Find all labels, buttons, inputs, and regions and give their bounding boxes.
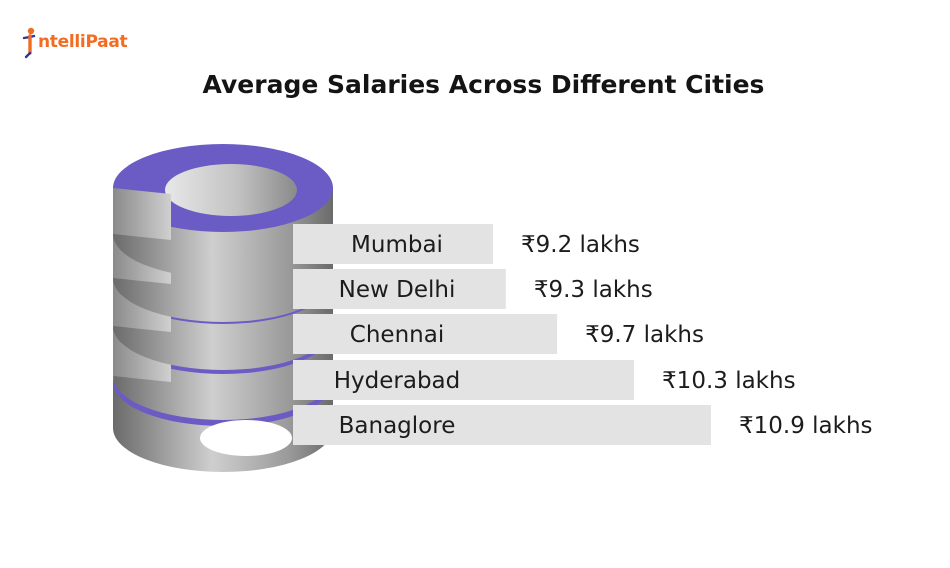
stacked-ring-graphic bbox=[113, 144, 333, 472]
bar bbox=[293, 360, 635, 400]
bar-value-label: ₹9.7 lakhs bbox=[585, 322, 704, 348]
bar-category-label: Hyderabad bbox=[334, 368, 461, 394]
brand-logo: ntelliPaat bbox=[22, 24, 128, 60]
bar-category-label: Banaglore bbox=[339, 413, 456, 439]
bar-category-label: Mumbai bbox=[351, 232, 443, 258]
bar-value-label: ₹9.2 lakhs bbox=[521, 232, 640, 258]
bar bbox=[293, 224, 493, 264]
bar-group: Mumbai ₹9.2 lakhs New Delhi ₹9.3 lakhs Chenn… bbox=[293, 224, 873, 445]
logo-figure-icon bbox=[22, 27, 36, 59]
ring-cut-face bbox=[113, 188, 171, 240]
bar bbox=[293, 269, 506, 309]
logo-wordmark: ntelliPaat bbox=[38, 31, 128, 52]
bar-value-label: ₹10.9 lakhs bbox=[739, 413, 873, 439]
bar bbox=[293, 405, 711, 445]
bar-category-label: Chennai bbox=[350, 322, 444, 348]
ring-hollow bbox=[200, 420, 292, 456]
bar-category-label: New Delhi bbox=[339, 277, 456, 303]
chart-title: Average Salaries Across Different Cities bbox=[202, 70, 765, 99]
bar bbox=[293, 314, 558, 354]
bar-value-label: ₹10.3 lakhs bbox=[662, 368, 796, 394]
ring-segment bbox=[113, 144, 333, 278]
ring-inner-wall bbox=[165, 164, 297, 216]
bar-value-label: ₹9.3 lakhs bbox=[534, 277, 653, 303]
